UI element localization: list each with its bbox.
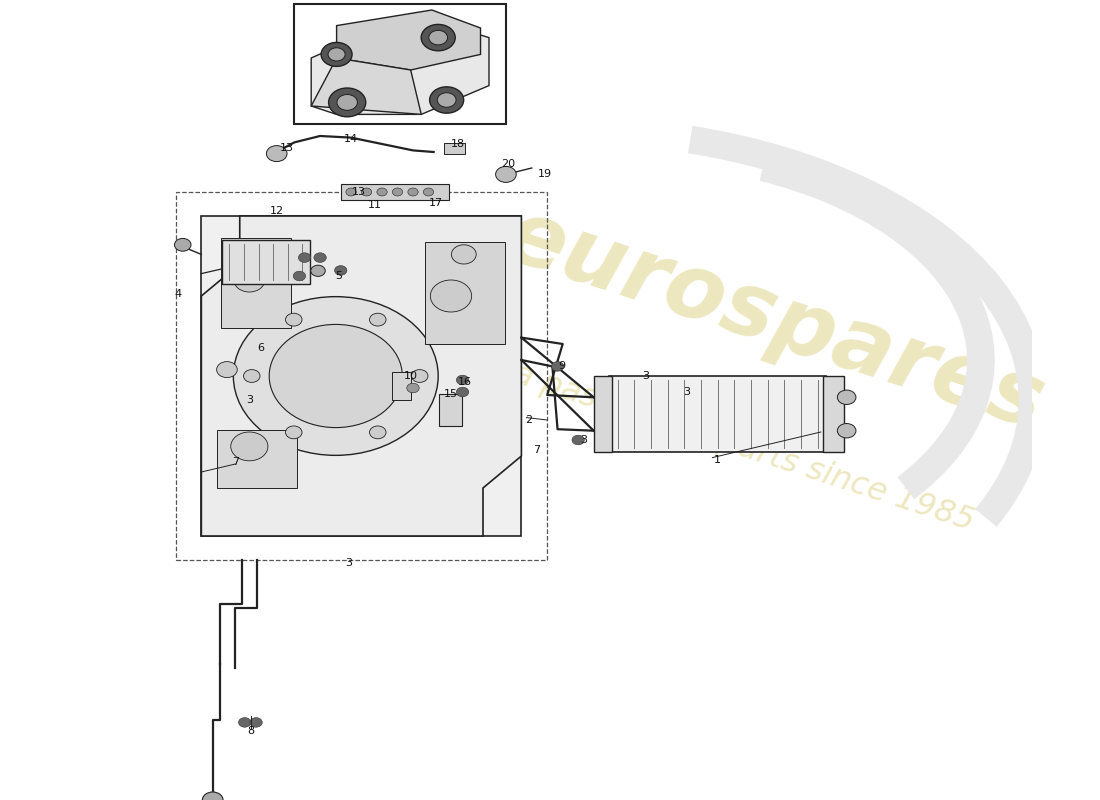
Circle shape [496,166,516,182]
Circle shape [270,325,403,427]
Circle shape [429,30,448,45]
Circle shape [311,266,326,277]
Bar [176,192,547,560]
Text: 9: 9 [558,361,565,370]
Polygon shape [311,58,421,114]
Circle shape [370,426,386,438]
Bar [823,376,844,452]
Circle shape [298,253,311,262]
Circle shape [430,280,472,312]
Circle shape [266,146,287,162]
Text: 11: 11 [367,200,382,210]
Text: 13: 13 [352,187,366,197]
Circle shape [393,188,403,196]
Circle shape [456,387,469,397]
Circle shape [456,375,469,385]
Circle shape [430,86,464,114]
Circle shape [321,42,352,66]
Bar [444,143,464,154]
Text: 17: 17 [429,198,443,208]
Circle shape [175,238,191,251]
Circle shape [438,93,456,107]
Text: eurospares: eurospares [494,192,1055,448]
Text: 19: 19 [538,170,552,179]
Polygon shape [337,10,481,70]
Text: 13: 13 [280,143,294,153]
Text: 5: 5 [336,271,342,281]
Text: 3: 3 [641,371,649,381]
Bar [393,372,411,400]
Bar [439,394,462,426]
Circle shape [345,188,356,196]
Text: 3: 3 [345,558,352,568]
Text: 7: 7 [534,445,540,454]
Circle shape [329,88,366,117]
Circle shape [239,718,251,727]
Circle shape [286,314,302,326]
Text: 3: 3 [683,387,690,397]
Circle shape [407,383,419,393]
Circle shape [337,94,358,110]
Polygon shape [311,14,490,114]
Text: 1: 1 [714,455,722,465]
Circle shape [362,188,372,196]
Polygon shape [201,216,521,536]
Circle shape [250,718,262,727]
Text: 4: 4 [174,289,182,298]
Text: 2: 2 [525,415,532,425]
Circle shape [837,423,856,438]
Circle shape [837,390,856,405]
Circle shape [234,268,265,292]
Text: 7: 7 [232,457,239,466]
Circle shape [334,266,346,275]
Text: 16: 16 [458,378,472,387]
Circle shape [328,48,345,61]
Text: 10: 10 [404,371,418,381]
Circle shape [286,426,302,438]
Text: 20: 20 [500,159,515,169]
Circle shape [572,435,584,445]
Circle shape [243,370,260,382]
Bar [201,216,521,536]
Text: 3: 3 [580,435,587,445]
Bar [220,238,292,328]
Circle shape [377,188,387,196]
Bar [218,430,297,488]
Bar [341,184,449,200]
Text: 8: 8 [248,726,254,736]
Bar [426,242,505,344]
Circle shape [231,432,268,461]
Circle shape [202,792,223,800]
Text: 3: 3 [246,395,253,405]
Circle shape [314,253,327,262]
Text: 6: 6 [257,343,265,353]
Bar [594,376,613,452]
Circle shape [451,245,476,264]
Bar [222,240,310,284]
Text: 14: 14 [344,134,359,144]
Circle shape [421,24,455,51]
Text: 15: 15 [444,389,459,398]
Bar [609,376,826,452]
Circle shape [408,188,418,196]
Circle shape [551,362,563,371]
Circle shape [370,314,386,326]
Text: a passion for parts since 1985: a passion for parts since 1985 [509,358,978,538]
Circle shape [217,362,238,378]
Circle shape [233,297,438,455]
Circle shape [294,271,306,281]
Circle shape [411,370,428,382]
Text: 18: 18 [450,139,464,149]
Text: 12: 12 [270,206,284,216]
Bar [295,4,506,124]
Circle shape [424,188,433,196]
